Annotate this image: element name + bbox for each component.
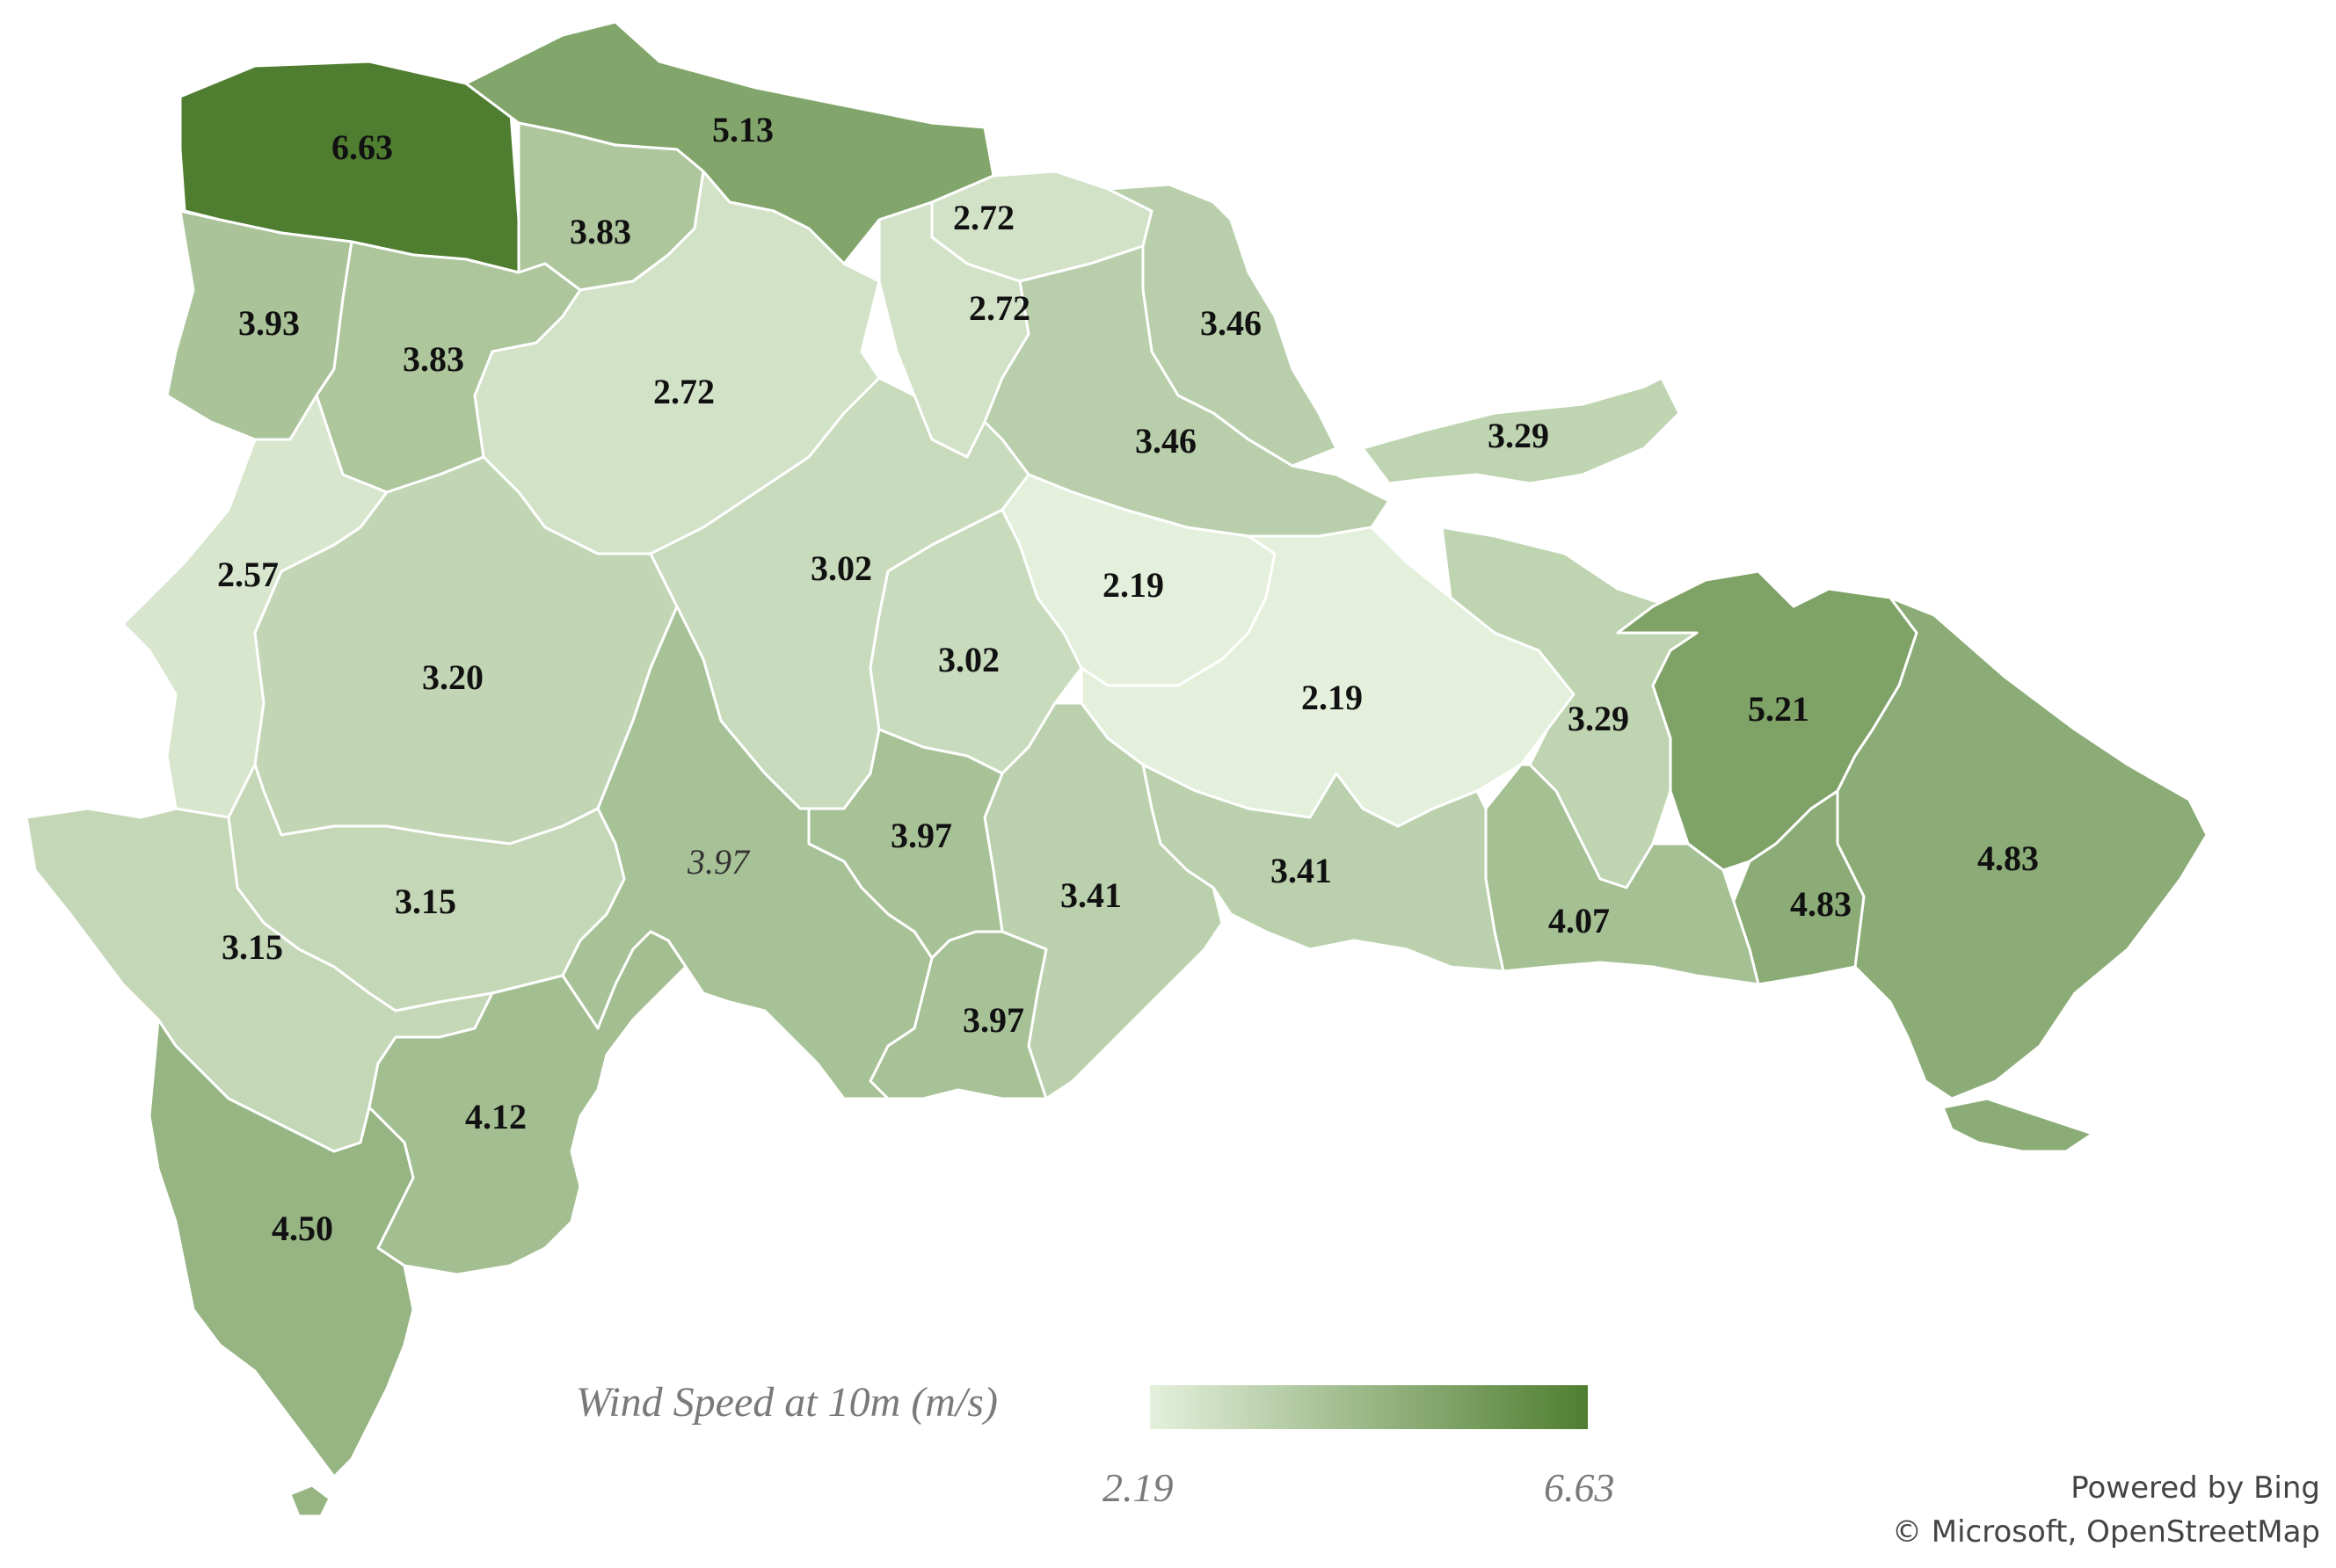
value-label-monsenor-nouel: 3.02	[938, 640, 1000, 679]
value-label-pedernales: 4.50	[272, 1209, 333, 1248]
value-label-duarte: 3.46	[1135, 421, 1197, 461]
value-label-azua: 3.97	[687, 842, 751, 882]
value-label-la-romana: 4.83	[1790, 884, 1852, 924]
value-label-monte-plata: 2.19	[1301, 678, 1363, 717]
value-label-samana: 3.29	[1488, 416, 1549, 455]
province-samana[interactable]	[1361, 376, 1681, 485]
province-labels: 6.63 5.13 3.83 3.93 3.83 2.72 2.72 2.72 3.46 3.46…	[217, 110, 2039, 1248]
value-label-santo-domingo: 3.41	[1270, 851, 1332, 890]
value-label-santiago-rodriguez: 3.83	[403, 339, 464, 379]
value-label-san-juan: 3.20	[422, 657, 484, 697]
value-label-hato-mayor: 3.29	[1568, 699, 1629, 738]
province-pedernales[interactable]	[148, 1018, 415, 1478]
value-label-santiago: 2.72	[653, 372, 715, 411]
island-beata	[288, 1484, 331, 1518]
value-label-maria-trinidad-sanchez: 3.46	[1200, 303, 1262, 343]
value-label-hermanas-mirabal: 2.72	[969, 288, 1030, 328]
value-label-barahona: 4.12	[465, 1097, 527, 1136]
value-label-valverde: 3.83	[570, 212, 631, 251]
value-label-peravia: 3.97	[963, 1000, 1024, 1040]
value-label-la-altagracia: 4.83	[1977, 838, 2039, 878]
value-label-montecristi: 6.63	[331, 127, 393, 167]
value-label-san-pedro-de-macoris: 4.07	[1548, 901, 1610, 940]
province-regions	[25, 20, 2209, 1518]
value-label-espaillat: 2.72	[953, 198, 1015, 237]
province-la-altagracia[interactable]	[1836, 596, 2209, 1100]
legend-min-label: 2.19	[1103, 1465, 1174, 1510]
map-attribution: Powered by Bing © Microsoft, OpenStreetM…	[1892, 1466, 2320, 1554]
legend-max-label: 6.63	[1544, 1465, 1615, 1510]
island-saona	[1941, 1097, 2094, 1153]
value-label-elias-pina: 2.57	[217, 555, 279, 594]
value-label-puerto-plata: 5.13	[712, 110, 774, 149]
attribution-powered-by: Powered by Bing	[2070, 1470, 2320, 1506]
value-label-sanchez-ramirez: 2.19	[1103, 565, 1164, 605]
value-label-la-vega: 3.02	[811, 548, 872, 588]
attribution-copyright: © Microsoft, OpenStreetMap	[1891, 1514, 2320, 1550]
value-label-san-cristobal: 3.41	[1060, 875, 1122, 915]
legend-color-scale	[1150, 1385, 1588, 1429]
value-label-dajabon: 3.93	[238, 303, 300, 343]
value-label-bahoruco: 3.15	[222, 927, 283, 967]
legend-title: Wind Speed at 10m (m/s)	[576, 1379, 998, 1426]
value-label-san-jose-de-ocoa: 3.97	[891, 816, 952, 855]
value-label-el-seibo: 5.21	[1748, 689, 1809, 729]
value-label-independencia: 3.15	[395, 882, 456, 921]
